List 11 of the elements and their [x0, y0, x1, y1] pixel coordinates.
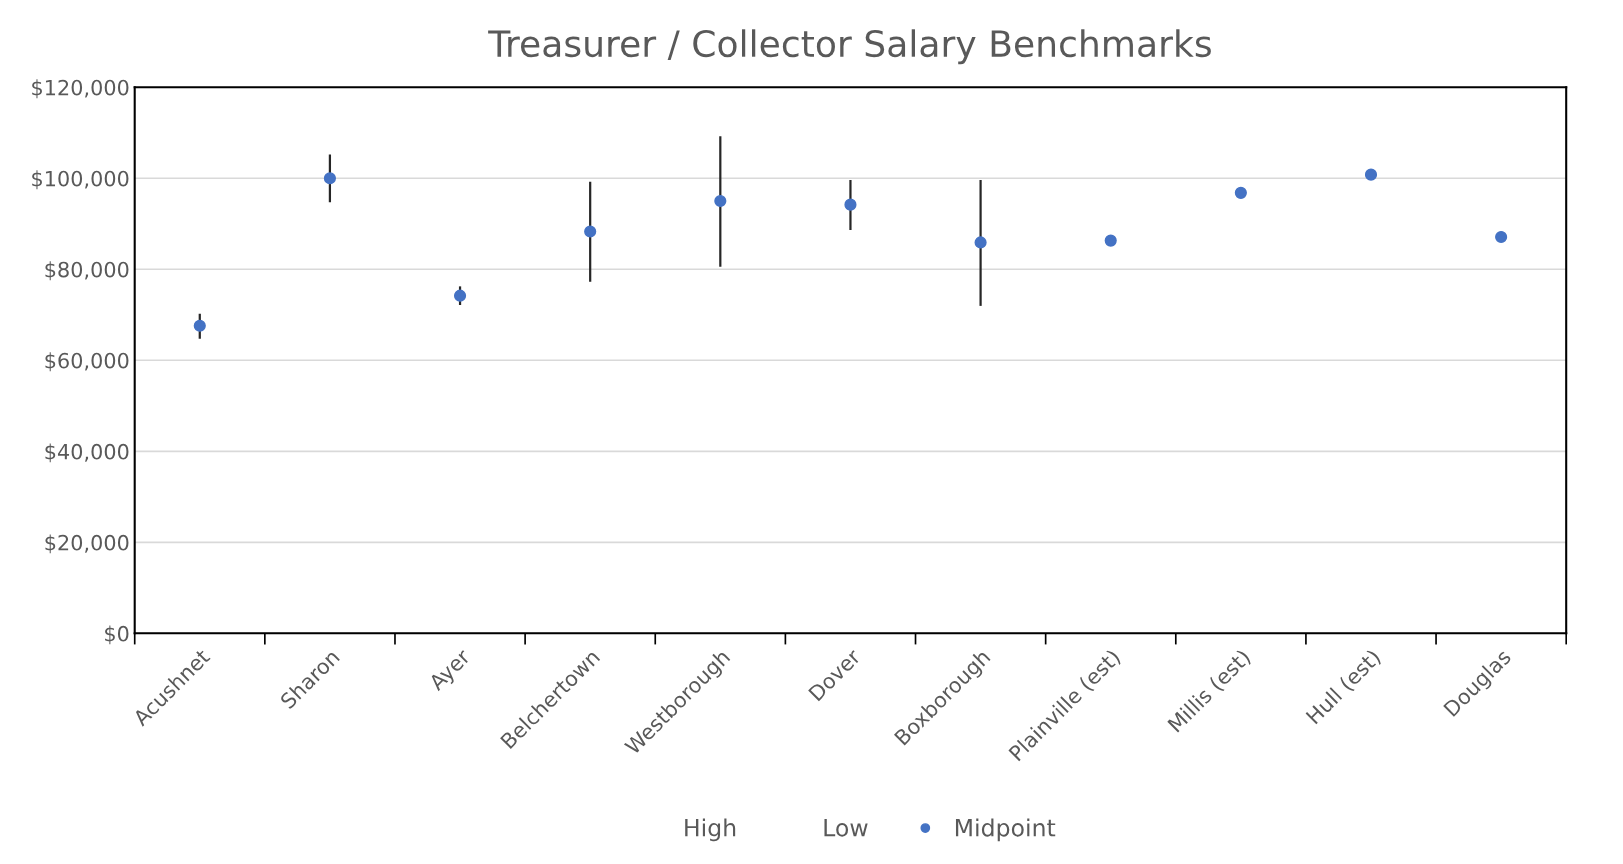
y-tick-label: $20,000 — [45, 534, 129, 554]
text: High — [685, 818, 736, 842]
y-tick-label: $0 — [105, 625, 129, 645]
y-tick-label: $80,000 — [45, 261, 129, 281]
chart-title: Treasurer / Collector Salary Benchmarks — [488, 29, 1211, 65]
text: Low — [824, 819, 868, 837]
legend-label: Midpoint — [955, 818, 1056, 842]
y-tick-label: $40,000 — [45, 443, 129, 463]
y-tick-label: $60,000 — [45, 352, 129, 372]
y-tick-label: $120,000 — [32, 79, 129, 99]
y-tick-label: $100,000 — [32, 170, 129, 190]
